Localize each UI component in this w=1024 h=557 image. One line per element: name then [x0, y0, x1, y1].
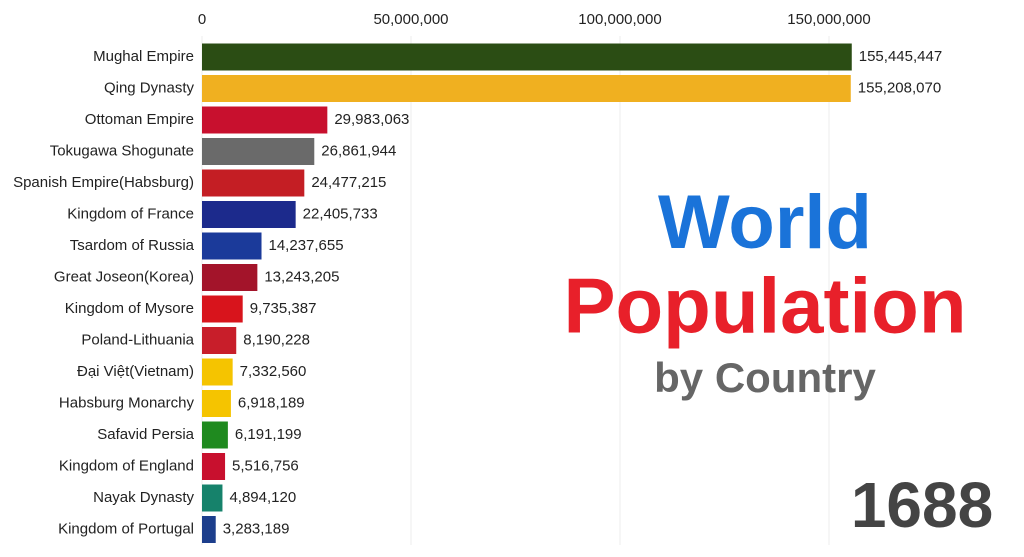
y-tick-label: Safavid Persia: [97, 426, 194, 443]
y-tick-label: Kingdom of Portugal: [58, 520, 194, 537]
bar: [202, 516, 216, 543]
y-tick-label: Kingdom of Mysore: [65, 300, 194, 317]
bar: [202, 201, 296, 228]
bar: [202, 232, 262, 260]
bar: [202, 295, 243, 323]
value-label: 6,191,199: [235, 426, 302, 443]
value-label: 4,894,120: [229, 489, 296, 506]
x-tick-label: 0: [198, 11, 206, 28]
value-label: 7,332,560: [240, 363, 307, 380]
value-label: 155,208,070: [858, 79, 941, 96]
value-label: 6,918,189: [238, 394, 305, 411]
bar: [202, 264, 258, 291]
y-tick-label: Poland-Lithuania: [81, 331, 194, 348]
value-label: 22,405,733: [303, 205, 378, 222]
y-tick-label: Tsardom of Russia: [70, 237, 195, 254]
y-tick-label: Đại Việt(Vietnam): [77, 363, 194, 380]
bar: [202, 169, 305, 197]
value-label: 8,190,228: [243, 331, 310, 348]
x-tick-label: 100,000,000: [578, 11, 661, 28]
value-label: 155,445,447: [859, 48, 942, 65]
y-tick-label: Spanish Empire(Habsburg): [13, 174, 194, 191]
y-tick-label: Nayak Dynasty: [93, 489, 194, 506]
bar: [202, 421, 228, 449]
bar: [202, 43, 852, 71]
value-label: 5,516,756: [232, 457, 299, 474]
y-tick-label: Ottoman Empire: [85, 111, 194, 128]
bar: [202, 453, 226, 480]
bar: [202, 484, 223, 512]
value-label: 9,735,387: [250, 300, 317, 317]
x-tick-label: 150,000,000: [787, 11, 870, 28]
value-label: 3,283,189: [223, 520, 290, 537]
value-label: 24,477,215: [311, 174, 386, 191]
y-tick-label: Tokugawa Shogunate: [50, 142, 194, 159]
y-tick-label: Kingdom of England: [59, 457, 194, 474]
subtitle: by Country: [654, 354, 876, 401]
y-tick-label: Kingdom of France: [67, 205, 194, 222]
value-label: 29,983,063: [334, 111, 409, 128]
bar: [202, 358, 233, 386]
x-tick-label: 50,000,000: [373, 11, 448, 28]
year-label: 1688: [851, 469, 993, 541]
bar: [202, 138, 315, 165]
value-label: 26,861,944: [321, 142, 396, 159]
y-tick-label: Qing Dynasty: [104, 79, 195, 96]
title-line: World: [658, 180, 872, 265]
value-label: 14,237,655: [269, 237, 344, 254]
title-line: Population: [564, 262, 967, 350]
y-tick-label: Great Joseon(Korea): [54, 268, 194, 285]
value-label: 13,243,205: [264, 268, 339, 285]
y-tick-label: Mughal Empire: [93, 48, 194, 65]
bar: [202, 106, 328, 134]
bar: [202, 327, 237, 354]
y-tick-label: Habsburg Monarchy: [59, 394, 195, 411]
bar: [202, 390, 231, 417]
bar: [202, 75, 851, 102]
